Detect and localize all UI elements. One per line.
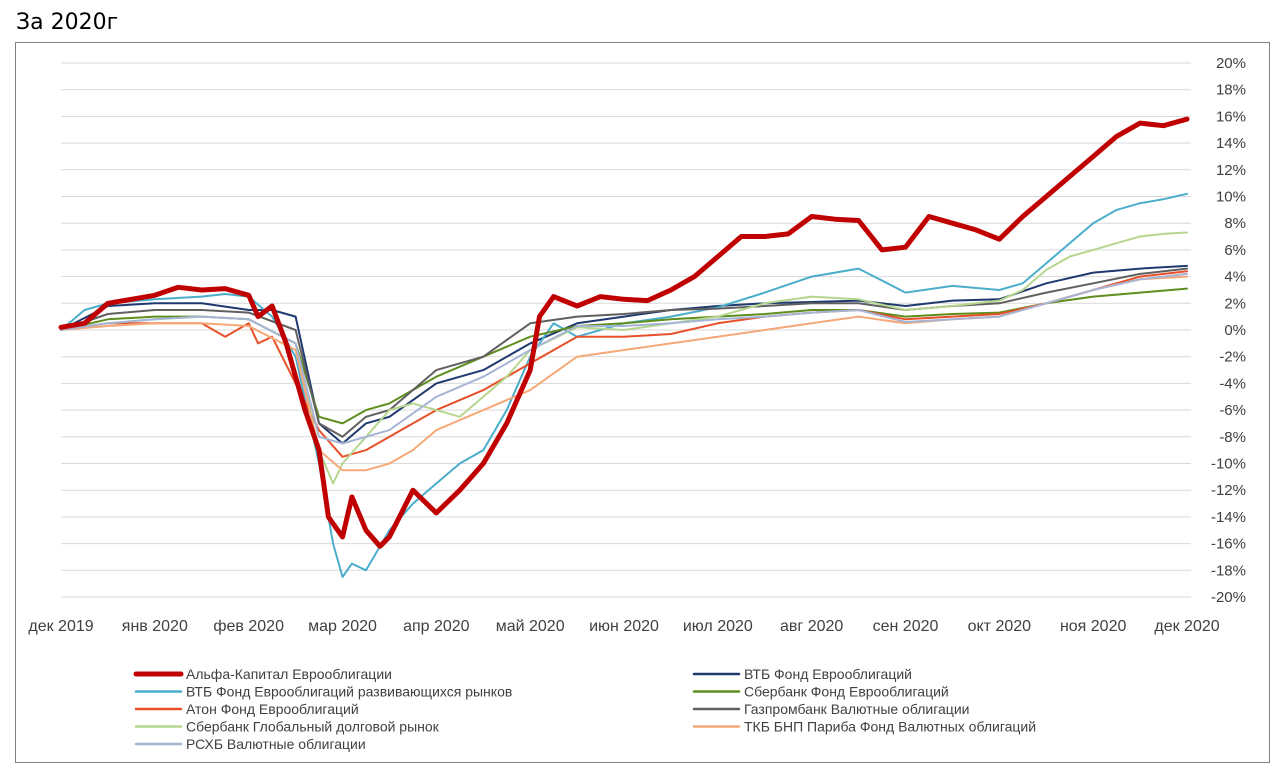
x-tick-label: июн 2020	[589, 618, 659, 635]
y-tick-label: 18%	[1216, 82, 1246, 99]
legend-label: ТКБ БНП Париба Фонд Валютных облигаций	[744, 719, 1036, 735]
gridlines	[61, 62, 1191, 598]
y-tick-label: 4%	[1224, 269, 1246, 286]
x-tick-label: дек 2019	[28, 618, 93, 635]
legend: Альфа-Капитал Еврооблигации ВТБ Фонд Евро…	[133, 666, 1036, 752]
x-tick-label: фев 2020	[213, 618, 284, 635]
y-tick-label: -8%	[1219, 429, 1246, 446]
x-tick-label: июл 2020	[683, 618, 753, 635]
series-line	[60, 231, 1188, 485]
legend-label: ВТБ Фонд Еврооблигаций развивающихся рын…	[186, 684, 512, 700]
legend-label: РСХБ Валютные облигации	[186, 736, 366, 752]
legend-label: Альфа-Капитал Еврооблигации	[186, 666, 392, 682]
series-line	[60, 275, 1188, 472]
y-tick-label: 6%	[1224, 242, 1246, 259]
x-tick-label: ноя 2020	[1060, 618, 1127, 635]
y-tick-label: 0%	[1224, 322, 1246, 339]
y-tick-label: -6%	[1219, 402, 1246, 419]
y-tick-label: 12%	[1216, 162, 1246, 179]
y-tick-label: 16%	[1216, 108, 1246, 125]
y-tick-label: -12%	[1211, 482, 1246, 499]
series-line	[60, 264, 1188, 445]
legend-label: Сбербанк Фонд Еврооблигаций	[744, 684, 949, 700]
series-lines	[58, 116, 1190, 578]
y-tick-label: -2%	[1219, 349, 1246, 366]
line-chart: 20% 18% 16% 14% 12% 10% 8% 6% 4% 2% 0% -2% -4% -6% -8%…	[28, 55, 1246, 752]
y-tick-label: 8%	[1224, 215, 1246, 232]
chart-frame: 20% 18% 16% 14% 12% 10% 8% 6% 4% 2% 0% -2% -4% -6% -8%…	[15, 42, 1270, 763]
legend-label: Сбербанк Глобальный долговой рынок	[186, 719, 440, 735]
x-tick-label: авг 2020	[780, 618, 843, 635]
y-tick-label: 10%	[1216, 189, 1246, 206]
series-line	[60, 192, 1188, 578]
y-tick-label: -18%	[1211, 562, 1246, 579]
y-tick-label: -4%	[1219, 375, 1246, 392]
series-line	[60, 267, 1188, 438]
x-tick-label: май 2020	[496, 618, 565, 635]
x-tick-label: сен 2020	[873, 618, 939, 635]
x-tick-label: окт 2020	[968, 618, 1032, 635]
series-line	[58, 116, 1190, 549]
x-axis: дек 2019 янв 2020 фев 2020 мар 2020 апр 2020…	[28, 618, 1219, 635]
x-tick-label: дек 2020	[1154, 618, 1219, 635]
x-tick-label: янв 2020	[122, 618, 188, 635]
y-tick-label: 20%	[1216, 55, 1246, 72]
y-tick-label: 14%	[1216, 135, 1246, 152]
legend-label: Газпромбанк Валютные облигации	[744, 701, 969, 717]
y-tick-label: -14%	[1211, 509, 1246, 526]
y-tick-label: -20%	[1211, 589, 1246, 606]
legend-label: Атон Фонд Еврооблигаций	[186, 701, 359, 717]
legend-label: ВТБ Фонд Еврооблигаций	[744, 666, 912, 682]
y-tick-label: 2%	[1224, 295, 1246, 312]
x-tick-label: апр 2020	[403, 618, 470, 635]
chart-heading: За 2020г	[16, 10, 119, 35]
y-axis: 20% 18% 16% 14% 12% 10% 8% 6% 4% 2% 0% -2% -4% -6% -8%…	[1211, 55, 1246, 606]
y-tick-label: -10%	[1211, 456, 1246, 473]
y-tick-label: -16%	[1211, 536, 1246, 553]
series-line	[60, 272, 1188, 445]
x-tick-label: мар 2020	[308, 618, 377, 635]
